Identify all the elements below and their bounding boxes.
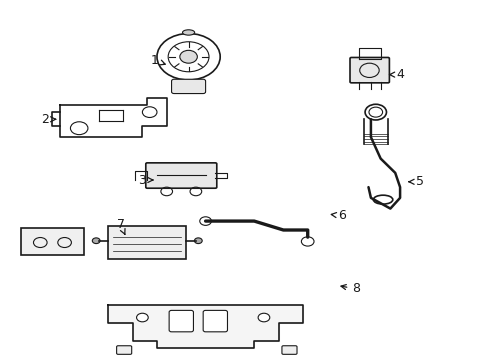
FancyBboxPatch shape [169,310,193,332]
Circle shape [258,313,269,322]
FancyBboxPatch shape [116,346,131,354]
Circle shape [92,238,100,244]
Text: 7: 7 [116,218,125,234]
Text: 3: 3 [138,174,153,186]
Polygon shape [108,305,302,348]
FancyBboxPatch shape [171,79,205,94]
Text: 1: 1 [150,54,165,67]
FancyBboxPatch shape [145,163,216,188]
FancyBboxPatch shape [349,58,388,83]
Circle shape [194,238,202,244]
Circle shape [180,50,197,63]
Text: 2: 2 [41,113,56,126]
Ellipse shape [182,30,194,35]
FancyBboxPatch shape [21,228,84,255]
Circle shape [136,313,148,322]
FancyBboxPatch shape [108,226,186,258]
Text: 8: 8 [340,283,360,296]
Text: 6: 6 [330,209,345,222]
FancyBboxPatch shape [203,310,227,332]
Text: 4: 4 [389,68,403,81]
Text: 5: 5 [408,175,423,188]
FancyBboxPatch shape [282,346,296,354]
